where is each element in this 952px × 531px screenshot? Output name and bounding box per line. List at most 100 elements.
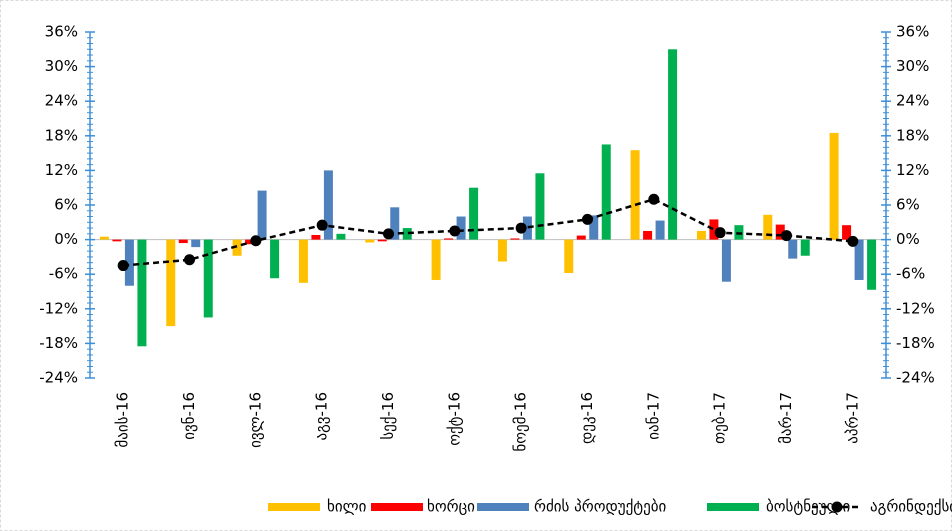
y-tick-label: -12% (39, 299, 78, 317)
line-point (250, 235, 262, 247)
y2-tick-label: 12% (896, 161, 929, 179)
bar (589, 215, 599, 240)
x-tick-label: სექ-16 (379, 392, 397, 440)
y2-tick-label: -6% (896, 265, 925, 283)
y-tick-label: 18% (45, 126, 78, 144)
legend-swatch (268, 503, 320, 511)
bar (842, 225, 852, 240)
x-tick-label: თებ-17 (711, 392, 729, 444)
legend-label: ხილი (327, 498, 367, 516)
legend-swatch (477, 503, 529, 511)
line-point (449, 225, 461, 237)
legend-label: ხორცი (427, 498, 475, 516)
legend-label: ბოსტნეული (766, 498, 850, 516)
bar (510, 238, 520, 240)
bar (99, 236, 109, 240)
bar (402, 228, 412, 240)
y2-tick-label: -12% (896, 299, 935, 317)
bar (601, 144, 611, 240)
x-tick-label: დეკ-16 (578, 392, 596, 444)
line-point (515, 222, 527, 234)
bar (854, 239, 864, 280)
bar (630, 150, 640, 240)
legend-label: რძის პროდუქტები (534, 498, 666, 516)
bar (124, 239, 134, 286)
y2-tick-label: -24% (896, 369, 935, 387)
bar (203, 239, 213, 318)
x-tick-label: მაის-16 (114, 392, 132, 448)
y-tick-label: -18% (39, 334, 78, 352)
x-tick-label: მარ-17 (777, 392, 795, 444)
line-point (781, 230, 792, 242)
y-tick-label: 0% (54, 230, 78, 248)
bar (643, 230, 653, 240)
y2-tick-label: 30% (896, 57, 929, 75)
bar (522, 216, 532, 240)
x-tick-label: ივლ-16 (246, 392, 264, 448)
y-tick-label: 36% (45, 23, 78, 41)
bar (535, 173, 545, 240)
bar (270, 239, 280, 279)
y-tick-label: 24% (45, 92, 78, 110)
bar (497, 239, 507, 262)
bar (178, 239, 188, 244)
bar (336, 233, 346, 240)
x-tick-label: აგვ-16 (313, 392, 331, 441)
bar (137, 239, 147, 347)
bar (365, 239, 375, 243)
line-point (714, 227, 726, 239)
bar (444, 238, 454, 240)
x-tick-label: ოქტ-16 (445, 392, 463, 446)
y-tick-label: 12% (45, 161, 78, 179)
line-point (582, 213, 593, 225)
legend-swatch (371, 503, 423, 511)
y2-tick-label: 36% (896, 23, 929, 41)
line-point (648, 193, 660, 205)
bar (576, 235, 586, 240)
bar (655, 220, 665, 240)
bar (112, 239, 122, 242)
x-tick-label: ივნ-16 (180, 392, 198, 440)
y-tick-label: 30% (45, 57, 78, 75)
legend-label: აგრინდექსი (870, 498, 952, 516)
bar (456, 216, 466, 240)
legend-marker (831, 501, 843, 513)
line-point (316, 219, 328, 231)
bar (166, 239, 176, 327)
bar (323, 170, 333, 240)
bar (696, 230, 706, 240)
line (123, 197, 853, 267)
y2-tick-label: 0% (896, 230, 920, 248)
bar (721, 239, 731, 282)
bar (232, 239, 242, 256)
bar (431, 239, 441, 280)
y2-tick-label: 6% (896, 196, 920, 214)
y-tick-label: 6% (54, 196, 78, 214)
bar (668, 49, 678, 240)
bar (775, 224, 785, 240)
line-point (117, 260, 129, 272)
y2-tick-label: 18% (896, 126, 929, 144)
bar (377, 239, 387, 242)
line-point (847, 235, 859, 247)
bar (245, 239, 255, 245)
bar (800, 239, 810, 256)
bar (390, 207, 400, 240)
y-tick-label: -6% (49, 265, 78, 283)
line-point (184, 254, 195, 266)
bar (311, 234, 321, 240)
bar (257, 190, 267, 240)
legend-swatch (707, 503, 759, 511)
bar (191, 239, 201, 248)
x-tick-label: იან-17 (644, 392, 662, 440)
bar (829, 132, 839, 240)
bar (298, 239, 308, 283)
line-point (383, 228, 394, 240)
y2-tick-label: 24% (896, 92, 929, 110)
bar (867, 239, 877, 290)
bar (763, 214, 773, 240)
bar (564, 239, 574, 274)
y2-tick-label: -18% (896, 334, 935, 352)
